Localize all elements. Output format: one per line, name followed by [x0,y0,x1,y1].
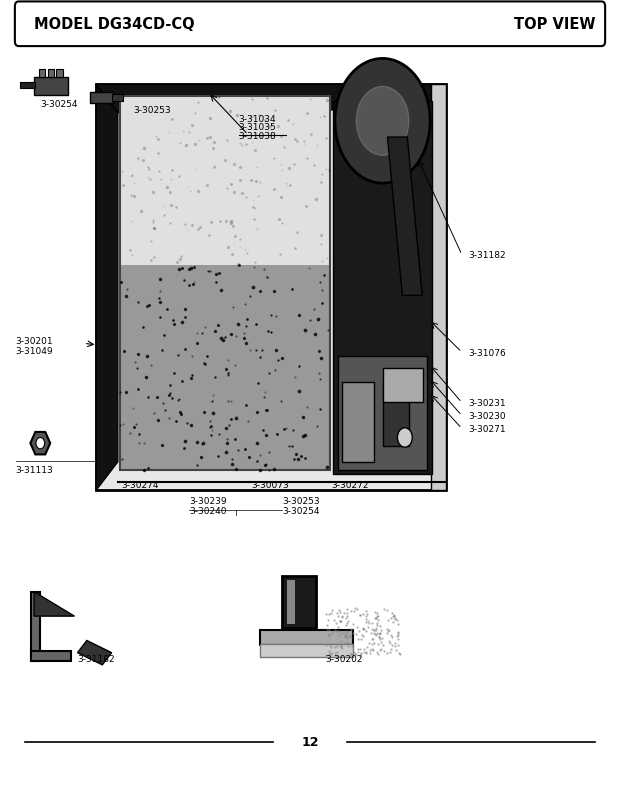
Text: 3-30239: 3-30239 [189,496,227,505]
Bar [112,95,123,101]
Bar [96,85,446,491]
Bar [342,383,374,462]
Circle shape [397,428,412,448]
Text: 3-30201: 3-30201 [16,337,53,345]
Text: 3-30272: 3-30272 [332,480,369,489]
Bar [39,70,45,78]
Bar [260,644,353,657]
Bar [383,368,423,402]
Text: 3-30231: 3-30231 [468,398,506,408]
Bar [31,592,40,661]
FancyBboxPatch shape [15,2,605,47]
Polygon shape [78,641,112,665]
Text: 3-31038: 3-31038 [239,131,277,140]
Bar [48,70,54,78]
Polygon shape [96,85,118,491]
Text: 3-30240: 3-30240 [189,506,226,515]
Bar [120,97,330,265]
Text: 3-31049: 3-31049 [16,346,53,355]
Text: 3-30254: 3-30254 [40,100,78,109]
Polygon shape [388,138,422,296]
Circle shape [335,59,430,184]
Bar [120,97,330,470]
Text: 3-31076: 3-31076 [468,348,506,358]
Text: 3-30253: 3-30253 [133,105,171,114]
Text: 3-30230: 3-30230 [468,411,506,421]
Text: MODEL DG34CD-CQ: MODEL DG34CD-CQ [34,17,195,32]
Bar [34,78,68,96]
Bar [90,92,113,104]
Bar [260,630,353,645]
Text: 3-30073: 3-30073 [251,480,289,489]
Bar [287,580,294,624]
Circle shape [36,438,45,449]
Bar [383,384,409,446]
Bar [282,576,316,629]
Bar [338,357,427,470]
Text: 12: 12 [301,736,319,749]
Text: 3-30271: 3-30271 [468,424,506,434]
Text: 3-30254: 3-30254 [282,506,319,515]
Text: 3-31182: 3-31182 [78,654,115,663]
Bar [31,651,71,661]
Text: 3-30274: 3-30274 [121,480,158,489]
Bar [56,70,63,78]
Circle shape [356,88,409,156]
Bar [20,83,35,89]
Bar [431,85,446,491]
Text: 3-31182: 3-31182 [468,251,506,260]
Text: TOP VIEW: TOP VIEW [514,17,595,32]
Polygon shape [34,592,74,616]
Bar [333,101,432,474]
Text: 3-31035: 3-31035 [239,123,277,132]
Text: 3-31034: 3-31034 [239,115,277,124]
Text: 3-31113: 3-31113 [16,466,53,474]
Polygon shape [96,85,446,114]
Text: 3-30253: 3-30253 [282,496,320,505]
Bar [120,265,330,470]
Text: 3-30202: 3-30202 [326,654,363,663]
